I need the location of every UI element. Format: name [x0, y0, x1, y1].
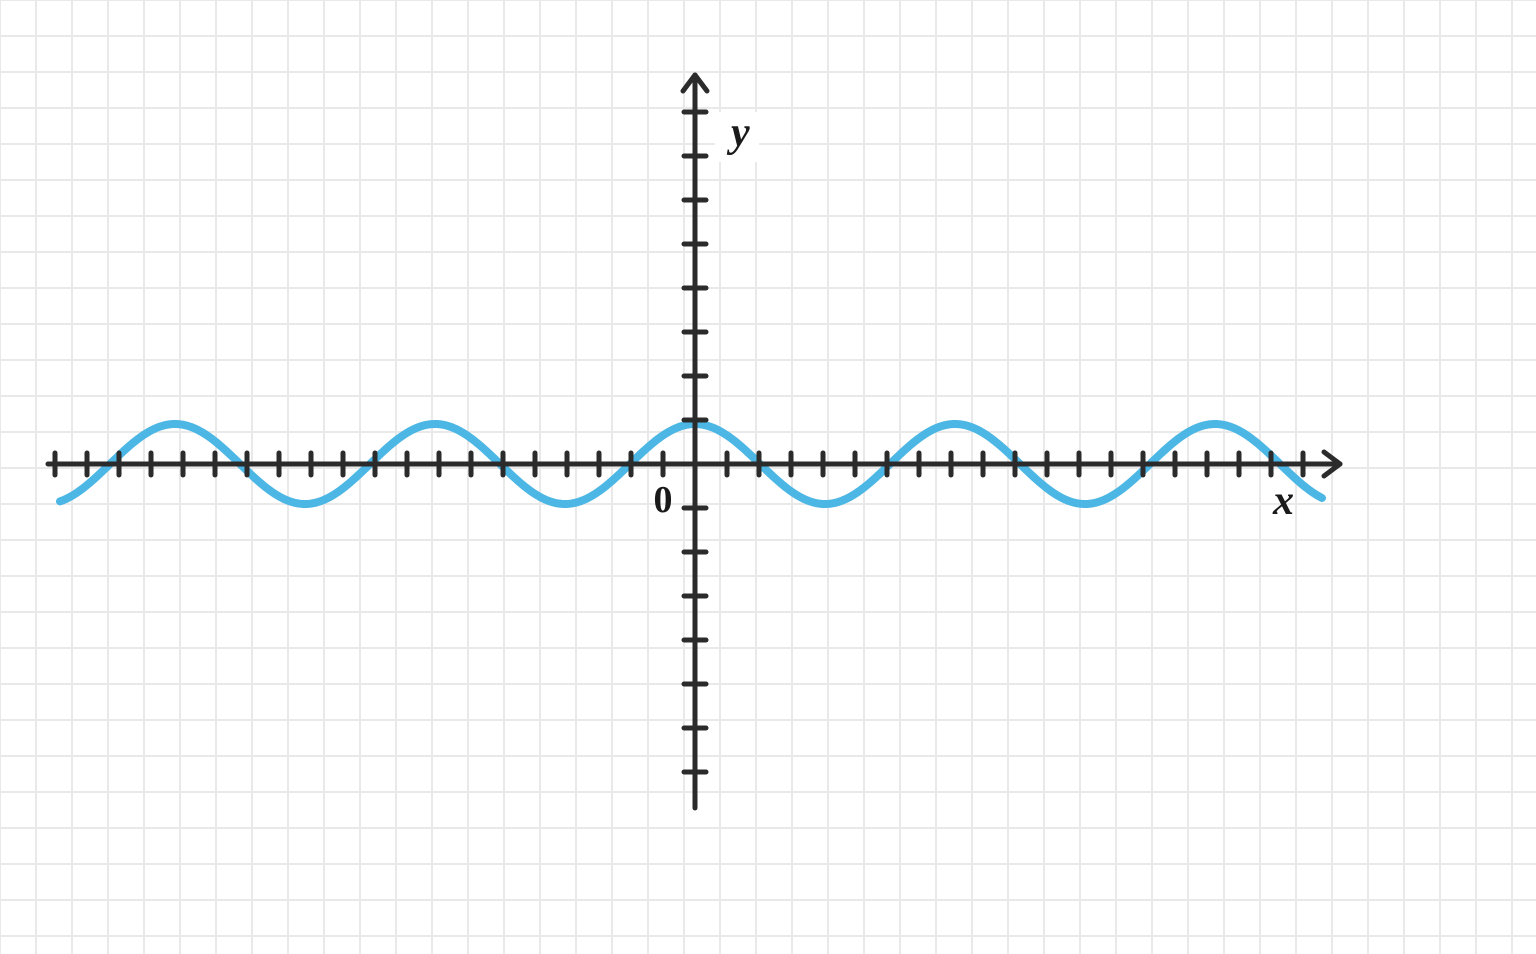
- cosine-chart: yx0: [0, 0, 1536, 954]
- x-axis-label: x: [1272, 478, 1294, 524]
- origin-label: 0: [654, 479, 673, 521]
